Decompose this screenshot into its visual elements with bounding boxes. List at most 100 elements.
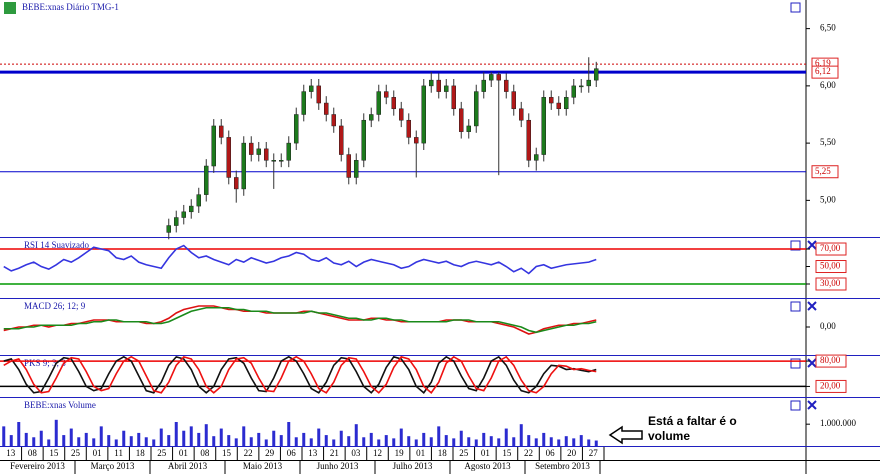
candle-body xyxy=(166,225,171,233)
candle-body xyxy=(511,91,516,110)
x-tick-label: 01 xyxy=(416,448,425,458)
volume-bar xyxy=(354,424,358,446)
candle-body xyxy=(496,74,501,81)
candle-body xyxy=(391,97,396,110)
panel-title: BEBE:xnas Diário TMG-1 xyxy=(22,2,119,12)
volume-bar xyxy=(272,430,276,446)
x-tick-label: 25 xyxy=(459,448,469,458)
volume-bar xyxy=(414,439,418,446)
x-tick-label: 13 xyxy=(308,448,318,458)
y-tick-label: 1.000.000 xyxy=(820,418,857,428)
volume-bar xyxy=(557,439,561,446)
volume-bar xyxy=(399,428,403,446)
indicator-line xyxy=(3,244,597,275)
volume-bar xyxy=(369,432,373,446)
panel-title: RSI 14 Suavizado xyxy=(24,240,89,250)
volume-bar xyxy=(182,430,186,446)
volume-bar xyxy=(219,428,223,446)
indicator-line xyxy=(3,355,597,394)
candle-body xyxy=(579,85,584,88)
y-tick-label: 30,00 xyxy=(820,278,841,288)
candle-body xyxy=(241,142,246,190)
y-tick-label: 6,00 xyxy=(820,80,836,90)
volume-bar xyxy=(542,432,546,446)
level-box xyxy=(811,165,839,179)
maximize-button[interactable] xyxy=(790,358,801,369)
x-tick-label: 01 xyxy=(481,448,490,458)
candle-body xyxy=(451,85,456,110)
volume-bar xyxy=(429,437,433,446)
tick-box xyxy=(815,379,847,393)
volume-bar xyxy=(362,437,366,446)
x-tick-label: 18 xyxy=(136,448,146,458)
volume-bar xyxy=(107,435,111,446)
volume-bar xyxy=(459,430,463,446)
volume-bar xyxy=(122,430,126,446)
volume-bar xyxy=(317,428,321,446)
volume-bar xyxy=(512,437,516,446)
volume-bar xyxy=(564,436,568,446)
x-tick-label: 01 xyxy=(93,448,102,458)
candle-body xyxy=(249,142,254,155)
tick-box xyxy=(815,277,847,291)
tick-box xyxy=(815,260,847,274)
close-button[interactable] xyxy=(807,301,817,311)
candle-body xyxy=(316,85,321,104)
volume-bar xyxy=(332,439,336,446)
volume-bar xyxy=(467,437,471,446)
close-button[interactable] xyxy=(807,400,817,410)
x-tick-label: 15 xyxy=(502,448,512,458)
candle-body xyxy=(189,205,194,213)
candle-body xyxy=(196,194,201,207)
candle-body xyxy=(264,148,269,161)
level-box xyxy=(811,65,839,79)
x-tick-label: 15 xyxy=(222,448,232,458)
candle-body xyxy=(474,91,479,127)
close-button[interactable] xyxy=(807,240,817,250)
y-tick-label: 50,00 xyxy=(820,261,841,271)
x-tick-label: 08 xyxy=(28,448,38,458)
tick-box xyxy=(815,354,847,368)
month-label: Agosto 2013 xyxy=(464,461,511,471)
candle-body xyxy=(301,91,306,115)
candle-body xyxy=(309,85,314,92)
volume-bar xyxy=(84,432,88,446)
volume-bar xyxy=(534,438,538,446)
x-tick-label: 19 xyxy=(395,448,405,458)
tick-box xyxy=(815,242,847,256)
maximize-button[interactable] xyxy=(790,2,801,13)
volume-bar xyxy=(579,435,583,446)
x-tick-label: 03 xyxy=(351,448,361,458)
y-tick-label: 70,00 xyxy=(820,243,841,253)
candle-body xyxy=(519,108,524,121)
candle-body xyxy=(564,97,569,110)
volume-bar xyxy=(9,435,13,446)
candle-body xyxy=(586,79,591,87)
y-tick-label: 0,00 xyxy=(820,321,836,331)
volume-bar xyxy=(99,426,103,446)
x-tick-label: 27 xyxy=(589,448,599,458)
volume-bar xyxy=(347,436,351,446)
candle-body xyxy=(279,160,284,162)
volume-bar xyxy=(257,432,261,446)
maximize-button[interactable] xyxy=(790,400,801,411)
panel-title: BEBE:xnas Volume xyxy=(24,400,96,410)
candle-body xyxy=(294,114,299,144)
x-tick-label: 12 xyxy=(373,448,382,458)
volume-bar xyxy=(384,435,388,446)
candle-body xyxy=(489,74,494,81)
maximize-button[interactable] xyxy=(790,240,801,251)
candle-body xyxy=(534,154,539,161)
volume-bar xyxy=(39,430,43,446)
candle-body xyxy=(354,160,359,178)
candle-body xyxy=(331,114,336,127)
volume-bar xyxy=(249,437,253,446)
x-tick-label: 08 xyxy=(200,448,210,458)
close-button[interactable] xyxy=(807,358,817,368)
volume-bar xyxy=(519,424,523,446)
y-tick-label: 80,00 xyxy=(820,355,841,365)
x-tick-label: 06 xyxy=(287,448,297,458)
indicator-line xyxy=(3,355,597,394)
maximize-button[interactable] xyxy=(790,301,801,312)
volume-bar xyxy=(309,438,313,446)
